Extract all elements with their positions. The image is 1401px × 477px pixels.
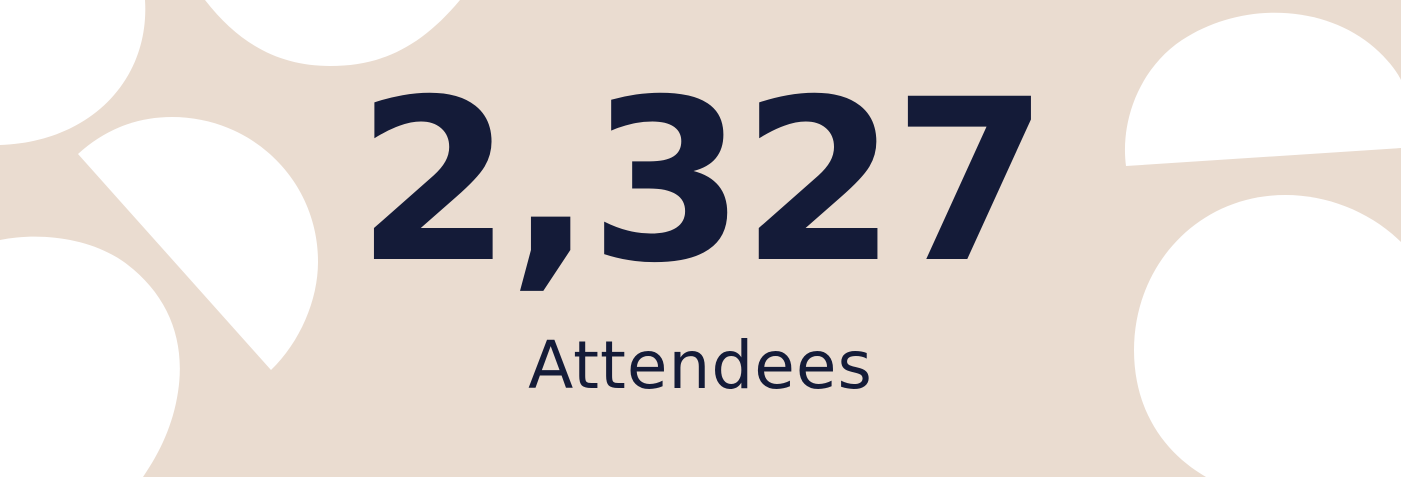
attendee-count: 2,327: [356, 51, 1049, 312]
shape-right-bottom-circle: [1134, 195, 1401, 477]
attendee-label: Attendees: [528, 327, 873, 404]
shape-bottom-left-circle: [0, 236, 180, 477]
shape-top-semicircle: [205, 0, 460, 66]
shape-right-top-half-disc: [1124, 12, 1401, 167]
shape-top-left-circle: [0, 0, 146, 145]
shape-left-half-disc: [78, 117, 318, 370]
